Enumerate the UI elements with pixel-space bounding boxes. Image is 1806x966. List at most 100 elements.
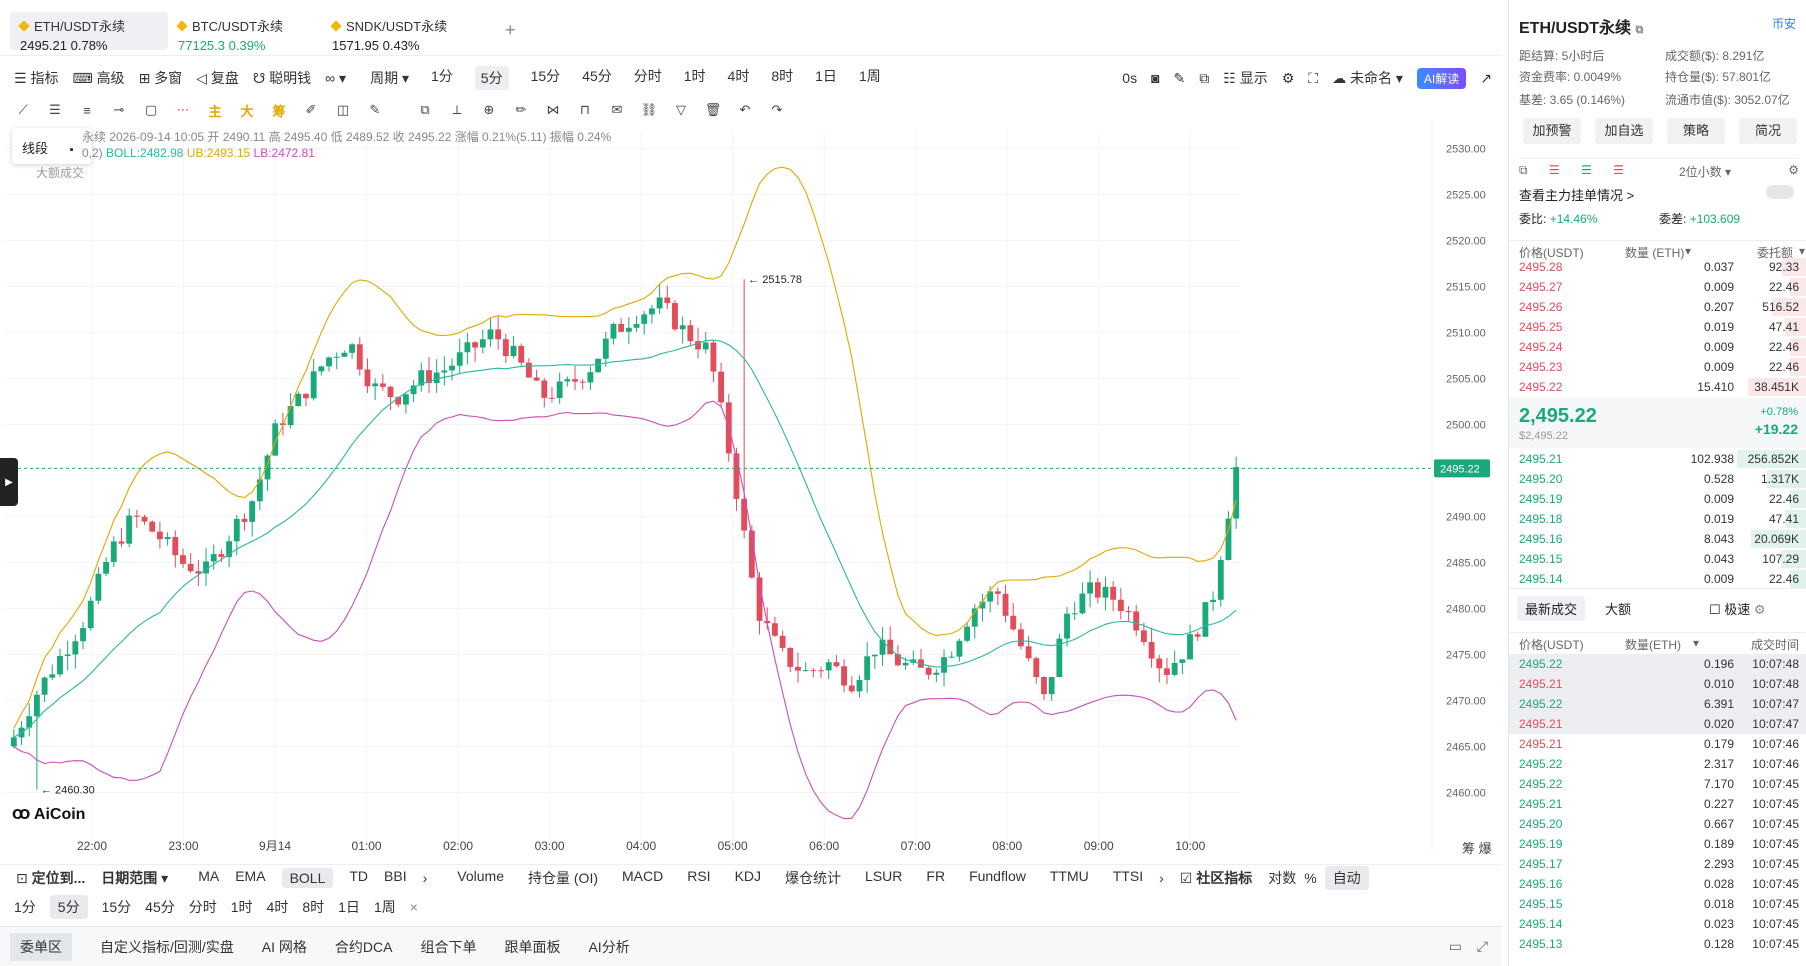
tool-8[interactable]: 筹 — [272, 103, 286, 119]
period-4[interactable]: 分时 — [633, 68, 662, 84]
bottom-period-9[interactable]: 1周 — [373, 899, 396, 915]
tool-7[interactable]: 大 — [240, 103, 254, 119]
orderbook-row[interactable]: 2495.28 0.037 92.33 — [1509, 257, 1806, 277]
add-alert-button[interactable]: 加预警 — [1523, 118, 1581, 144]
bids-view-icon[interactable]: ☰ — [1581, 163, 1592, 177]
orderbook-row[interactable]: 2495.16 8.043 20.069K — [1509, 529, 1806, 549]
price-chart[interactable]: 2530.00 2525.00 2520.00 2515.00 2510.00 2505.… — [0, 120, 1502, 860]
add-watchlist-button[interactable]: 加自选 — [1595, 118, 1653, 144]
ray-icon[interactable]: ⊸ — [113, 102, 125, 117]
orderbook-row[interactable]: 2495.14 0.009 22.46 — [1509, 569, 1806, 589]
line-icon[interactable]: ⟋ — [18, 102, 28, 117]
undo-icon[interactable]: ↶ — [739, 102, 751, 117]
period-6[interactable]: 4时 — [727, 68, 750, 84]
orderbook-row[interactable]: 2495.19 0.009 22.46 — [1509, 489, 1806, 509]
display-button[interactable]: ☷ 显示 — [1223, 70, 1268, 86]
log-scale-toggle[interactable]: 对数 — [1268, 869, 1297, 886]
bottom-period-6[interactable]: 4时 — [266, 899, 289, 915]
bottom-tab-2[interactable]: AI 网格 — [261, 938, 307, 955]
copy-icon[interactable]: ⧉ — [1635, 24, 1644, 36]
bottom-period-2[interactable]: 15分 — [101, 899, 132, 915]
camera-icon[interactable]: ◙ — [1151, 70, 1160, 86]
tab-eth[interactable]: ETH/USDT永续 2495.21 0.78% — [10, 12, 168, 53]
fullscreen-icon[interactable]: ⛶ — [1308, 69, 1319, 86]
orderbook-row[interactable]: 2495.24 0.009 22.46 — [1509, 337, 1806, 357]
orderbook-row[interactable]: 2495.15 0.043 107.29 — [1509, 549, 1806, 569]
tab-latest-trades[interactable]: 最新成交 — [1517, 596, 1586, 621]
period-3[interactable]: 45分 — [582, 68, 612, 84]
lock-icon[interactable]: ⊓ — [579, 102, 591, 117]
more-tools-icon[interactable]: ∞ ▾ — [325, 69, 347, 86]
orderbook-row[interactable]: 2495.22 15.410 38.451K — [1509, 377, 1806, 397]
trash-icon[interactable]: 🗑 — [704, 102, 722, 117]
bottom-period-7[interactable]: 8时 — [302, 899, 325, 915]
overview-button[interactable]: 简况 — [1739, 118, 1797, 144]
auto-scale-toggle[interactable]: 自动 — [1324, 865, 1369, 890]
draw-icon[interactable]: ✎ — [1173, 69, 1186, 86]
more-icon[interactable]: ⋯ — [176, 102, 190, 117]
exchange-link[interactable]: 币安 — [1771, 17, 1796, 31]
bottom-tab-6[interactable]: AI分析 — [588, 938, 630, 955]
orderbook-row[interactable]: 2495.18 0.019 47.41 — [1509, 509, 1806, 529]
eraser-icon[interactable]: ✏ — [515, 102, 527, 117]
period-1[interactable]: 5分 — [474, 66, 509, 90]
panel-fullscreen-icon[interactable]: ⤢ — [1476, 938, 1488, 954]
indicator-ema[interactable]: EMA — [235, 867, 266, 884]
strategy-button[interactable]: 策略 — [1667, 118, 1725, 144]
segment-popup[interactable]: 线段 ▪ — [12, 128, 92, 164]
ai-interpret-button[interactable]: AI解读 — [1416, 67, 1467, 89]
tab-large-trades[interactable]: 大额 — [1605, 602, 1632, 617]
period-8[interactable]: 1日 — [815, 68, 837, 84]
note-icon[interactable]: ✉ — [611, 102, 623, 117]
link-icon[interactable]: ⛓ — [640, 102, 658, 117]
zoom-icon[interactable]: ⊕ — [483, 102, 495, 117]
brush-icon[interactable]: ✐ — [305, 102, 317, 117]
bottom-period-8[interactable]: 1日 — [338, 899, 360, 915]
layout-dropdown[interactable]: ☁ 未命名 ▾ — [1332, 70, 1403, 86]
indicator-bbi[interactable]: BBI — [384, 867, 407, 884]
ruler-icon[interactable]: ⟂ — [452, 102, 462, 117]
tab-btc[interactable]: BTC/USDT永续 77125.3 0.39% — [168, 12, 318, 53]
settings-icon[interactable]: ⚙ — [1281, 69, 1295, 86]
fib-icon[interactable]: ◫ — [336, 102, 350, 117]
orderbook-row[interactable]: 2495.21 102.938 256.852K — [1509, 449, 1806, 469]
expand-panel-icon[interactable]: ▭ — [1448, 938, 1462, 954]
orderbook-row[interactable]: 2495.20 0.528 1.317K — [1509, 469, 1806, 489]
tool-6[interactable]: 主 — [208, 103, 222, 119]
tab-sndk[interactable]: SNDK/USDT永续 1571.95 0.43% — [322, 12, 482, 53]
community-indicators[interactable]: ☑ 社区指标 — [1179, 869, 1253, 886]
candlestick-chart[interactable]: 2530.00 2525.00 2520.00 2515.00 2510.00 2505.… — [0, 120, 1502, 860]
timer-label[interactable]: 0s — [1122, 70, 1138, 86]
sub-indicator-9[interactable]: TTMU — [1049, 867, 1089, 884]
period-dropdown[interactable]: 周期 ▾ — [370, 70, 409, 86]
sub-indicator-7[interactable]: FR — [926, 867, 946, 884]
fast-mode-checkbox[interactable]: ☐ 极速 ⚙ — [1709, 602, 1766, 617]
smart-money-button[interactable]: ☋ 聪明钱 — [252, 70, 312, 86]
indicator-td[interactable]: TD — [349, 867, 369, 884]
redo-icon[interactable]: ↷ — [771, 102, 783, 117]
bottom-period-0[interactable]: 1分 — [14, 899, 36, 915]
period-7[interactable]: 8时 — [771, 68, 794, 84]
period-2[interactable]: 15分 — [530, 68, 561, 84]
filter-icon[interactable]: ▽ — [676, 102, 686, 117]
sub-indicator-4[interactable]: KDJ — [734, 867, 762, 884]
period-0[interactable]: 1分 — [431, 68, 453, 84]
hline-icon[interactable]: ☰ — [49, 102, 61, 117]
sub-indicator-6[interactable]: LSUR — [865, 867, 903, 884]
close-periods-icon[interactable]: × — [409, 899, 418, 915]
decimal-dropdown[interactable]: 2位小数 ▾ — [1679, 165, 1732, 179]
bottom-period-5[interactable]: 1时 — [230, 899, 253, 915]
orderbook-row[interactable]: 2495.26 0.207 516.52 — [1509, 297, 1806, 317]
orderbook-row[interactable]: 2495.27 0.009 22.46 — [1509, 277, 1806, 297]
more-indicators-icon[interactable]: › — [422, 869, 428, 886]
sub-indicator-1[interactable]: 持仓量 (OI) — [528, 869, 598, 886]
depth-link[interactable]: 查看主力挂单情况 > — [1519, 188, 1635, 203]
percent-toggle[interactable]: % — [1304, 869, 1317, 886]
channel-icon[interactable]: ≡ — [83, 102, 91, 118]
sub-indicator-2[interactable]: MACD — [622, 867, 664, 884]
export-icon[interactable]: ⧉ — [1199, 69, 1210, 86]
depth-toggle[interactable] — [1766, 185, 1794, 199]
period-5[interactable]: 1时 — [683, 68, 706, 84]
period-9[interactable]: 1周 — [858, 68, 881, 84]
indicator-ma[interactable]: MA — [198, 867, 220, 884]
